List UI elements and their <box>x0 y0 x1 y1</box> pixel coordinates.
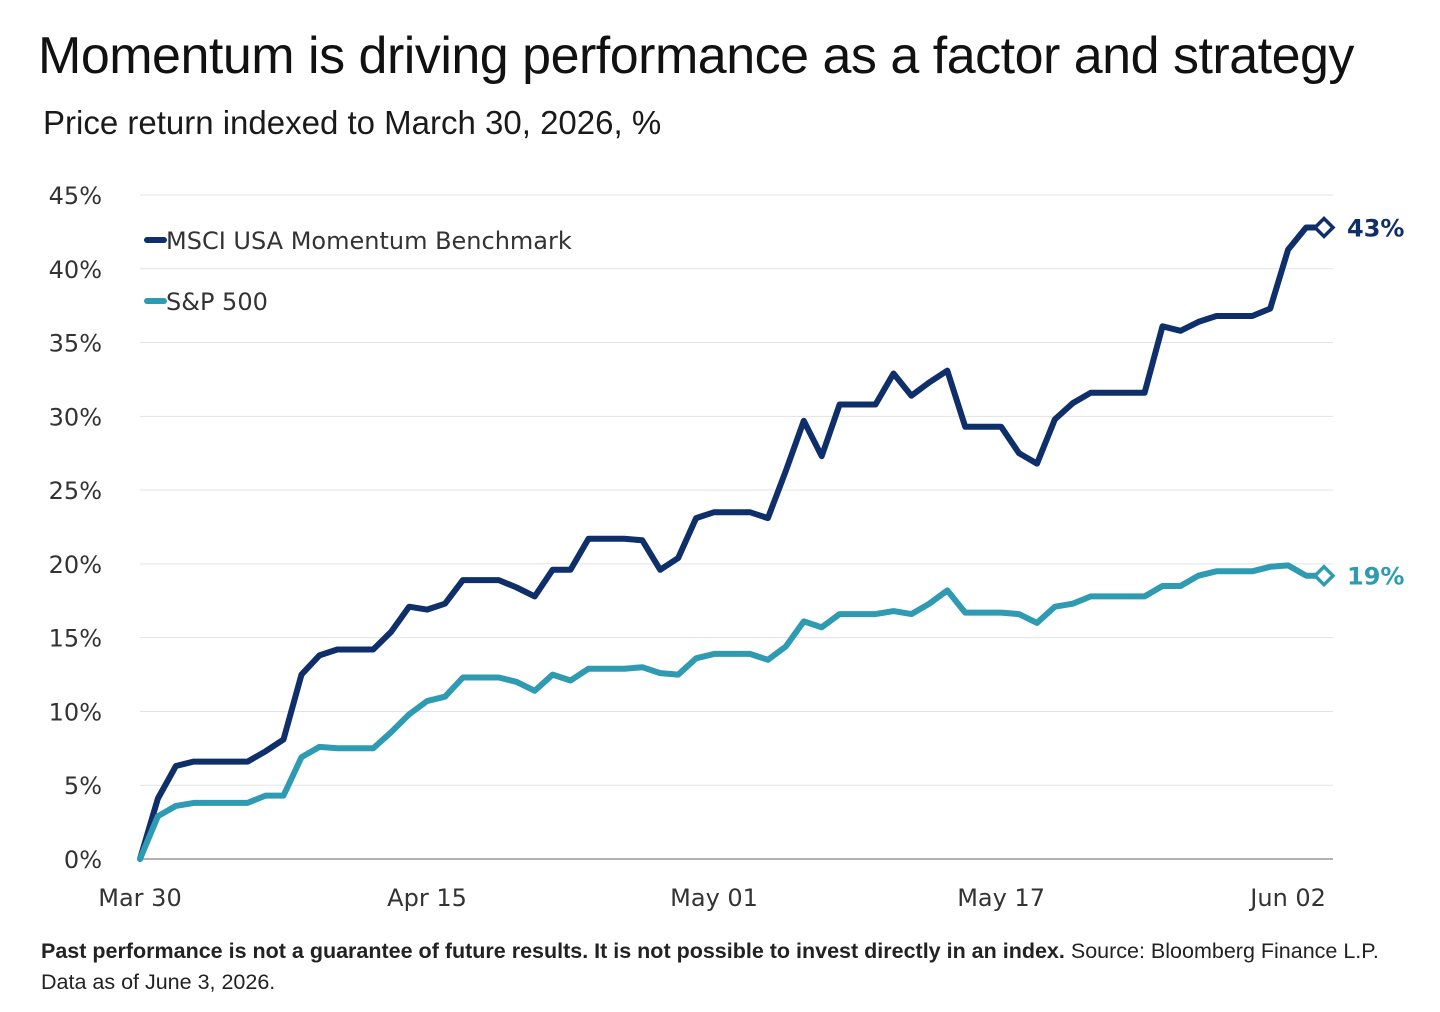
x-tick-label: Apr 15 <box>387 884 467 912</box>
series-end-marker <box>1312 215 1336 239</box>
y-tick-label: 20% <box>49 551 102 579</box>
y-tick-label: 45% <box>49 182 102 210</box>
legend-label: MSCI USA Momentum Benchmark <box>166 227 572 255</box>
y-tick-label: 5% <box>64 772 102 800</box>
legend: MSCI USA Momentum Benchmark S&P 500 <box>144 227 572 316</box>
series-lines: 43% 19% <box>137 214 1404 862</box>
x-tick-label: May 01 <box>670 884 758 912</box>
series-line-0 <box>137 224 1327 862</box>
data-date-text: Data as of June 3, 2026. <box>41 970 276 994</box>
series-end-label: 43% <box>1347 214 1404 242</box>
y-tick-label: 10% <box>49 698 102 726</box>
legend-label: S&P 500 <box>166 288 268 316</box>
y-tick-label: 25% <box>49 477 102 505</box>
source-text: Source: Bloomberg Finance L.P. <box>1070 939 1379 963</box>
series-line-1 <box>137 562 1327 862</box>
disclaimer-text: Past performance is not a guarantee of f… <box>41 939 1065 963</box>
series-end-label: 19% <box>1347 563 1404 591</box>
x-tick-label: Mar 30 <box>98 884 181 912</box>
y-tick-label: 40% <box>49 256 102 284</box>
gridlines <box>140 194 1333 786</box>
chart-title: Momentum is driving performance as a fac… <box>38 27 1354 85</box>
x-tick-label: May 17 <box>957 884 1045 912</box>
y-axis: 0% 5% 10% 15% 20% 25% 30% 35% 40% 45% <box>49 182 102 874</box>
y-tick-label: 35% <box>49 330 102 358</box>
series-end-marker <box>1312 564 1336 588</box>
chart-subtitle: Price return indexed to March 30, 2026, … <box>43 104 662 141</box>
x-axis: Mar 30 Apr 15 May 01 May 17 Jun 02 <box>98 858 1333 912</box>
line-chart: 0% 5% 10% 15% 20% 25% 30% 35% 40% 45% Mar 30 Apr 1… <box>49 182 1405 912</box>
y-tick-label: 30% <box>49 403 102 431</box>
y-tick-label: 15% <box>49 625 102 653</box>
y-tick-label: 0% <box>64 846 102 874</box>
x-tick-label: Jun 02 <box>1248 884 1326 912</box>
footnote: Past performance is not a guarantee of f… <box>41 936 1421 998</box>
